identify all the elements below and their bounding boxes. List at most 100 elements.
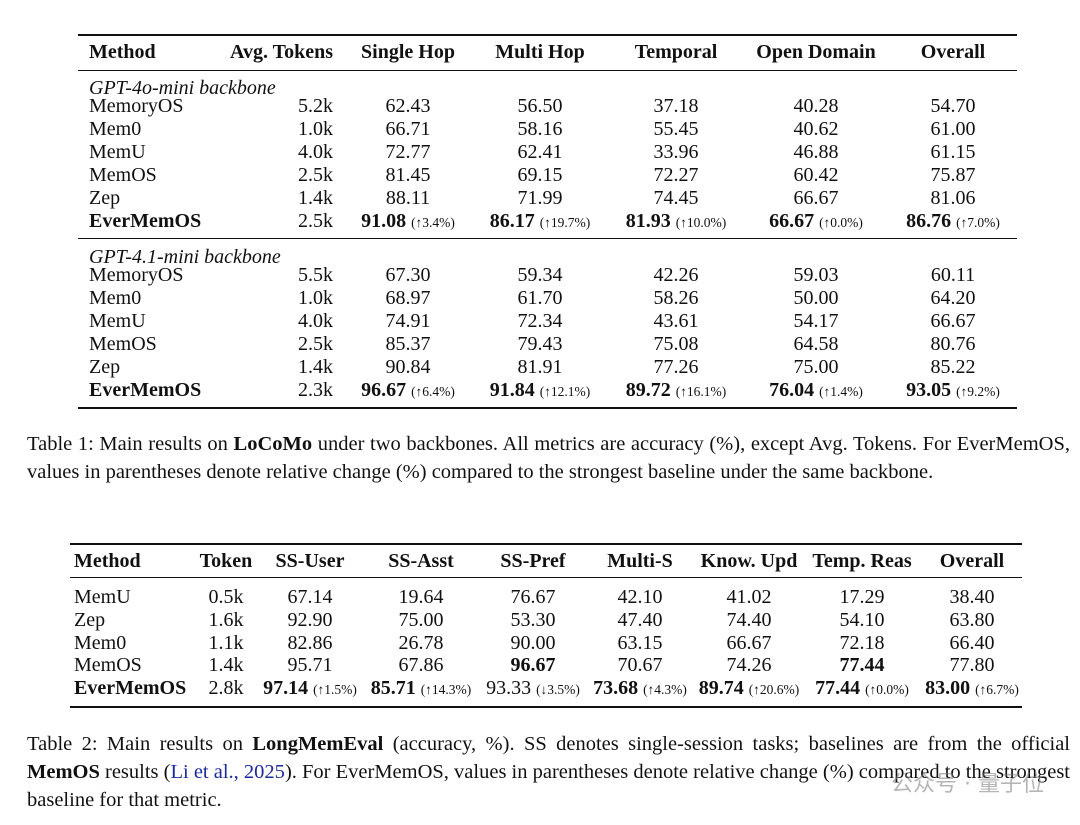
table-cell: Mem0 <box>74 631 127 654</box>
table-cell: 86.17 (↑19.7%) <box>490 209 591 233</box>
table-cell: 61.00 <box>930 118 976 140</box>
table-cell: 81.91 <box>517 356 563 378</box>
table-cell: Mem0 <box>89 287 142 309</box>
column-header: Overall <box>920 41 986 63</box>
table-cell: 40.28 <box>793 95 839 117</box>
table-cell: 71.99 <box>517 187 563 209</box>
table-cell: 72.34 <box>517 310 563 332</box>
table-cell: Mem0 <box>89 118 142 140</box>
table-cell: 88.11 <box>385 187 431 209</box>
column-header: Know. Upd <box>700 550 798 572</box>
relative-change: (↑1.5%) <box>313 682 357 698</box>
table-cell: 75.00 <box>398 608 444 631</box>
table-cell: 61.70 <box>517 287 563 309</box>
table-cell: 62.43 <box>385 95 431 117</box>
table-cell: 56.50 <box>517 95 563 117</box>
table-cell: 58.16 <box>517 118 563 140</box>
table-cell: 74.45 <box>653 187 699 209</box>
cell-value: 77.44 <box>839 654 885 677</box>
table-cell: 40.62 <box>793 118 839 140</box>
table-cell: 55.45 <box>653 118 699 140</box>
column-header: SS-Pref <box>500 550 566 572</box>
table-cell: 89.74 (↑20.6%) <box>699 676 800 700</box>
table-cell: MemOS <box>89 164 157 186</box>
table-cell: 73.68 (↑4.3%) <box>593 676 687 700</box>
table-cell: 74.26 <box>726 654 772 677</box>
table-cell: 66.67 <box>930 310 976 332</box>
column-header: Method <box>74 550 141 572</box>
cell-value: 77.44 <box>815 677 861 700</box>
table-cell: 76.04 (↑1.4%) <box>769 378 863 402</box>
table-cell: 72.18 <box>839 631 885 654</box>
relative-change: (↑6.7%) <box>975 682 1019 698</box>
column-header: Method <box>89 41 156 63</box>
table-cell: 60.11 <box>930 264 976 286</box>
table-cell: 60.42 <box>793 164 839 186</box>
table-cell: 43.61 <box>653 310 699 332</box>
relative-change: (↑1.4%) <box>819 384 863 399</box>
cell-value: 89.74 <box>698 677 744 700</box>
table-cell: 2.8k <box>208 677 244 700</box>
table-cell: 50.00 <box>793 287 839 309</box>
column-header: SS-Asst <box>388 550 454 572</box>
table-cell: 1.0k <box>298 287 333 309</box>
table-cell: 76.67 <box>510 586 556 608</box>
column-header: Temp. Reas <box>812 550 912 572</box>
table-cell: MemoryOS <box>89 95 184 117</box>
cell-value: EverMemOS <box>74 677 187 700</box>
cell-value: 96.67 <box>510 654 556 677</box>
table-cell: 4.0k <box>298 310 333 332</box>
table-cell: 89.72 (↑16.1%) <box>626 378 727 402</box>
table-cell: 62.41 <box>517 141 563 163</box>
table-cell: 81.45 <box>385 164 431 186</box>
table-cell: 95.71 <box>287 654 333 677</box>
citation-link[interactable]: Li et al., 2025 <box>170 761 285 783</box>
table-cell: 42.10 <box>617 586 663 608</box>
table-cell: 66.67 (↑0.0%) <box>769 209 863 233</box>
table-cell: 72.27 <box>653 164 699 186</box>
table-cell: 66.67 <box>726 631 772 654</box>
relative-change: (↑14.3%) <box>420 682 472 698</box>
table-cell: 63.80 <box>949 608 995 631</box>
column-header: Token <box>199 550 253 572</box>
header-rule <box>70 577 1022 578</box>
table-cell: 77.44 <box>840 653 885 677</box>
cell-value: 66.67 <box>769 210 815 232</box>
table-cell: 42.26 <box>653 264 699 286</box>
top-rule <box>78 34 1017 36</box>
table-cell: 91.08 (↑3.4%) <box>361 209 455 233</box>
cell-value: 73.68 <box>593 677 639 700</box>
table-cell: 75.08 <box>653 333 699 355</box>
relative-change: (↑9.2%) <box>956 384 1000 399</box>
relative-change: (↑4.3%) <box>643 682 687 698</box>
column-header: SS-User <box>275 550 345 572</box>
cell-value: 81.93 <box>625 210 671 232</box>
table-cell: 75.00 <box>793 356 839 378</box>
table-cell: 81.06 <box>930 187 976 209</box>
column-header: Avg. Tokens <box>229 41 333 63</box>
table-cell: 0.5k <box>208 586 244 608</box>
table-cell: MemU <box>89 310 146 332</box>
table-cell: 77.80 <box>949 654 995 677</box>
relative-change: (↑7.0%) <box>956 215 1000 230</box>
relative-change: (↑19.7%) <box>539 215 591 230</box>
table-cell: 92.90 <box>287 608 333 631</box>
table-cell: 70.67 <box>617 654 663 677</box>
table-cell: Zep <box>89 187 121 209</box>
cell-value: 96.67 <box>361 379 407 401</box>
table-cell: 79.43 <box>517 333 563 355</box>
header-rule <box>78 70 1017 71</box>
table-cell: 77.44 (↑0.0%) <box>815 676 909 700</box>
column-header: Open Domain <box>756 41 876 63</box>
table-cell: 64.58 <box>793 333 839 355</box>
relative-change: (↑3.4%) <box>411 215 455 230</box>
table-cell: 67.14 <box>287 586 333 608</box>
group-rule <box>78 238 1017 239</box>
relative-change: (↑0.0%) <box>819 215 863 230</box>
caption-text: Table 2: Main results on <box>27 733 253 755</box>
table-cell: EverMemOS <box>89 378 201 402</box>
table-cell: 1.4k <box>208 654 244 677</box>
column-header: Temporal <box>634 41 718 63</box>
group-label: GPT-4o-mini backbone <box>89 77 276 99</box>
